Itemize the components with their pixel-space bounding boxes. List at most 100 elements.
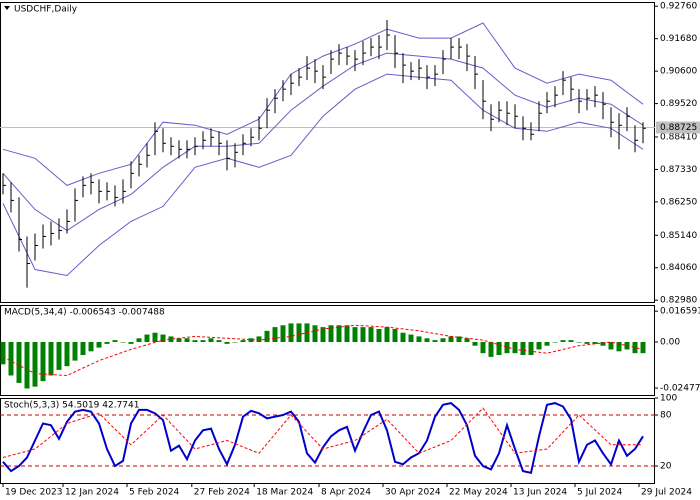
macd-bar (328, 325, 334, 343)
indicator-line (2, 407, 643, 458)
last-price-box (656, 121, 700, 134)
macd-bar (616, 342, 622, 352)
macd-bar (272, 327, 278, 343)
menu-arrow[interactable] (4, 6, 10, 10)
macd-bar (264, 330, 270, 343)
macd-bar (216, 340, 222, 343)
macd-bar (112, 340, 118, 343)
macd-bar (584, 342, 590, 344)
macd-bar (520, 342, 526, 356)
macd-bar (632, 342, 638, 354)
y-tick-label: 0.88410 (660, 132, 697, 142)
macd-bar (240, 340, 246, 343)
macd-bar (504, 342, 510, 354)
macd-bar (24, 342, 30, 389)
macd-bar (536, 342, 542, 350)
x-tick-label: 5 Jul 2024 (577, 488, 622, 498)
macd-bar (120, 342, 126, 343)
macd-bar (208, 338, 214, 343)
macd-bar (192, 340, 198, 343)
macd-bar (544, 342, 550, 346)
macd-bar (592, 342, 598, 344)
y-tick-label: 100 (660, 394, 677, 404)
macd-bar (560, 340, 566, 343)
macd-bar (336, 325, 342, 343)
macd-bar (280, 325, 286, 343)
macd-bar (32, 342, 38, 387)
y-tick-label: 80 (660, 411, 672, 421)
macd-bar (88, 342, 94, 352)
indicator-line (2, 22, 644, 186)
y-tick-label: 0.86250 (660, 197, 697, 207)
macd-bar (144, 334, 150, 343)
macd-bar (16, 342, 22, 383)
macd-bar (424, 338, 430, 343)
indicator-line (2, 324, 644, 377)
y-tick-label: -0.024771 (660, 384, 700, 394)
macd-bar (312, 325, 318, 343)
macd-bar (48, 342, 54, 376)
x-tick-label: 19 Dec 2023 (5, 488, 63, 498)
x-tick-label: 22 May 2024 (449, 488, 508, 498)
macd-bar (176, 338, 182, 343)
x-tick-label: 18 Mar 2024 (256, 488, 313, 498)
macd-bar (320, 327, 326, 343)
pane-title: USDCHF,Daily (14, 5, 78, 15)
macd-bar (168, 336, 174, 343)
x-tick-label: 29 Jul 2024 (641, 488, 692, 498)
macd-bar (8, 342, 14, 376)
macd-bar (224, 342, 230, 344)
y-tick-label: 0.00 (660, 338, 680, 348)
macd-bar (392, 328, 398, 343)
macd-bar (408, 334, 414, 343)
macd-bar (136, 338, 142, 343)
macd-bar (384, 327, 390, 343)
macd-bar (432, 340, 438, 343)
macd-bar (528, 342, 534, 356)
macd-bar (448, 336, 454, 343)
macd-bar (248, 338, 254, 343)
macd-bar (104, 342, 110, 344)
y-tick-label: 0.85140 (660, 231, 697, 241)
macd-bar (440, 338, 446, 343)
macd-bar (256, 336, 262, 343)
macd-bar (552, 342, 558, 343)
macd-bar (296, 323, 302, 343)
y-tick-label: 0.84060 (660, 263, 697, 273)
macd-bar (184, 338, 190, 343)
macd-bar (200, 340, 206, 343)
y-tick-label: 0.92760 (660, 2, 697, 12)
macd-bar (96, 342, 102, 348)
macd-bar (608, 342, 614, 350)
macd-bar (496, 342, 502, 356)
macd-bar (80, 342, 86, 356)
macd-bar (40, 342, 46, 382)
x-tick-label: 12 Jan 2024 (65, 488, 119, 498)
macd-bar (456, 336, 462, 343)
y-tick-label: 0.82980 (660, 296, 697, 306)
y-tick-label: 0.89520 (660, 99, 697, 109)
macd-bar (472, 342, 478, 346)
y-tick-label: 0.90600 (660, 67, 697, 77)
macd-bar (368, 327, 374, 343)
x-tick-label: 30 Apr 2024 (385, 488, 441, 498)
macd-bar (488, 342, 494, 357)
indicator-line (2, 402, 644, 474)
x-tick-label: 8 Apr 2024 (321, 488, 371, 498)
macd-bar (568, 340, 574, 343)
macd-bar (600, 342, 606, 346)
pane-title: Stoch(5,3,3) 54.5019 42.7741 (4, 401, 139, 411)
macd-bar (360, 327, 366, 343)
macd-bar (376, 328, 382, 343)
macd-bar (0, 342, 6, 365)
macd-bar (288, 323, 294, 343)
y-tick-label: 0.016591 (660, 307, 700, 317)
x-tick-label: 5 Feb 2024 (129, 488, 180, 498)
macd-bar (344, 325, 350, 343)
macd-bar (160, 334, 166, 343)
macd-bar (640, 342, 646, 354)
macd-bar (56, 342, 62, 370)
macd-bar (400, 332, 406, 343)
